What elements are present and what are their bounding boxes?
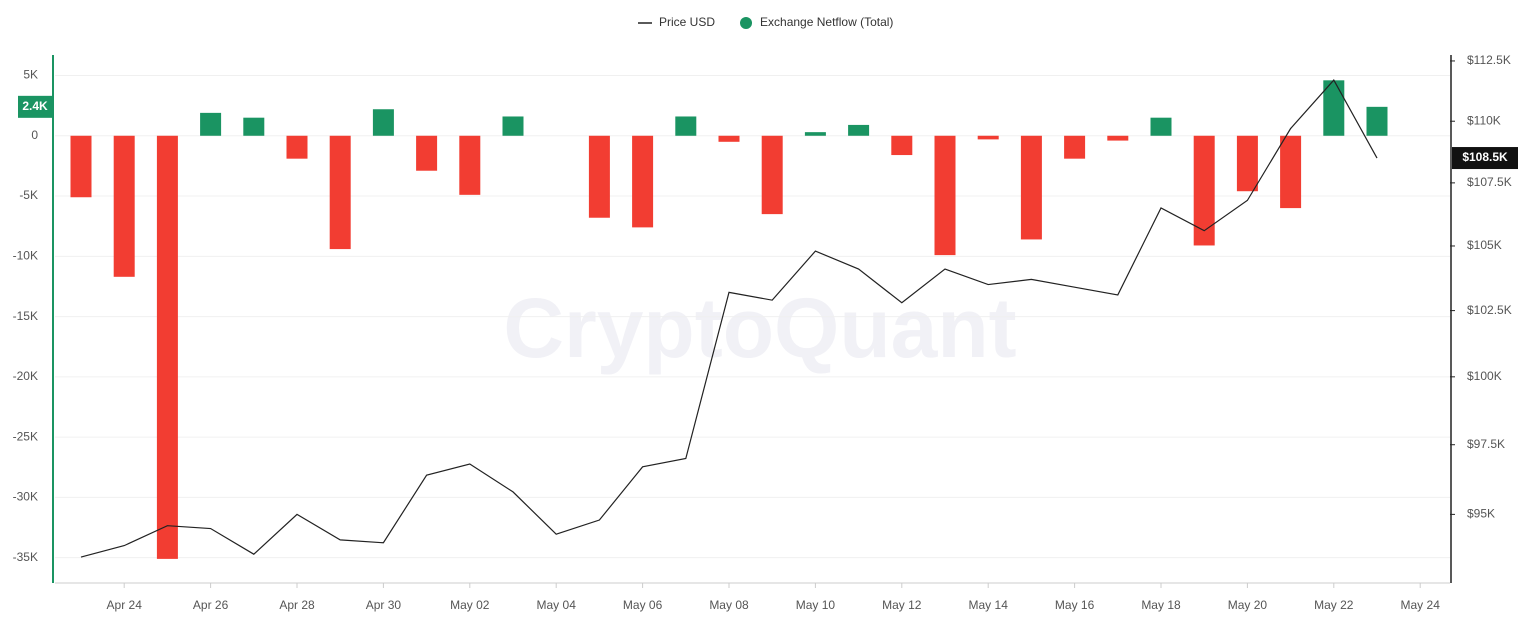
x-tick-label: May 16	[1055, 598, 1095, 612]
legend-label: Exchange Netflow (Total)	[760, 15, 893, 29]
bar	[1150, 117, 1172, 136]
x-tick-label: Apr 24	[107, 598, 143, 612]
y2-tick-label: $107.5K	[1467, 175, 1512, 189]
price-line	[80, 79, 1378, 558]
x-tick-label: May 06	[623, 598, 663, 612]
y-tick-label: -10K	[13, 248, 38, 262]
bar	[1280, 135, 1302, 209]
y2-tick-label: $112.5K	[1467, 53, 1511, 67]
y2-tick-label: $110K	[1467, 113, 1501, 127]
x-tick-label: Apr 26	[193, 598, 229, 612]
last-value-badge	[1452, 147, 1518, 170]
bar	[934, 135, 956, 256]
y2-tick-label: $102.5K	[1467, 303, 1512, 317]
bar	[70, 135, 92, 198]
x-tick-label: May 22	[1314, 598, 1354, 612]
y-tick-label: 5K	[23, 68, 38, 82]
bar	[588, 135, 610, 218]
x-tick-label: May 04	[537, 598, 577, 612]
bar	[1366, 106, 1388, 136]
x-tick-label: May 20	[1228, 598, 1268, 612]
bar	[502, 116, 524, 136]
y-tick-label: -25K	[13, 429, 38, 443]
y-tick-label: 0	[31, 128, 38, 142]
bar	[718, 135, 740, 142]
x-tick-label: May 24	[1401, 598, 1441, 612]
bar	[156, 135, 178, 559]
bar	[243, 117, 265, 136]
y2-tick-label: $100K	[1467, 369, 1502, 383]
y2-tick-label: $95K	[1467, 507, 1495, 521]
bar	[329, 135, 351, 250]
bar	[848, 124, 870, 136]
bar	[459, 135, 481, 195]
y2-tick-label: $105K	[1467, 238, 1502, 252]
legend-label: Price USD	[659, 15, 715, 29]
bar	[891, 135, 913, 156]
y-tick-label: -5K	[19, 188, 38, 202]
y2-tick-label: $97.5K	[1467, 437, 1505, 451]
x-tick-label: Apr 30	[366, 598, 402, 612]
y-tick-label: -30K	[13, 490, 38, 504]
bar	[977, 135, 999, 140]
y-tick-label: -35K	[13, 550, 38, 564]
legend-swatch	[740, 17, 753, 29]
bar	[113, 135, 135, 277]
bar	[1064, 135, 1086, 159]
bar	[200, 112, 222, 136]
bar	[761, 135, 783, 215]
x-tick-label: May 10	[796, 598, 836, 612]
x-tick-label: May 08	[709, 598, 749, 612]
bar	[1193, 135, 1215, 246]
watermark: CryptoQuant	[503, 281, 1016, 375]
bar	[372, 109, 394, 136]
y-tick-label: -15K	[13, 309, 38, 323]
last-value-label: 2.4K	[22, 99, 48, 113]
bar	[804, 132, 826, 136]
bar	[1323, 80, 1345, 136]
last-value-badge	[18, 95, 52, 118]
x-tick-label: May 18	[1141, 598, 1181, 612]
bar	[1020, 135, 1042, 240]
bar	[286, 135, 308, 159]
bar	[1236, 135, 1258, 192]
bar	[1107, 135, 1129, 141]
last-value-label: $108.5K	[1462, 150, 1508, 164]
x-tick-label: Apr 28	[279, 598, 315, 612]
y-tick-label: -20K	[13, 369, 38, 383]
x-tick-label: May 12	[882, 598, 922, 612]
bar	[416, 135, 438, 171]
bar	[632, 135, 654, 228]
bar	[675, 116, 697, 136]
x-tick-label: May 02	[450, 598, 490, 612]
x-tick-label: May 14	[969, 598, 1009, 612]
